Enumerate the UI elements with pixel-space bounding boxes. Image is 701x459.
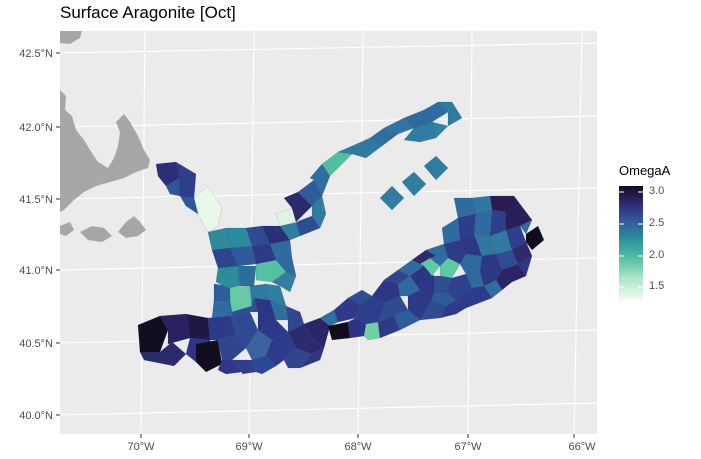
y-tick-label: 40.0°N [19,410,53,422]
legend-label: 1.5 [649,280,665,292]
map-title: Surface Aragonite [Oct] [60,3,236,22]
x-tick-label: 67°W [454,441,482,453]
axis-ticks [56,52,575,438]
x-tick-label: 70°W [127,441,155,453]
island-small [60,222,74,236]
y-tick-label: 40.5°N [19,338,53,350]
marthas-vineyard [80,226,112,242]
y-tick-label: 42.5°N [19,48,53,60]
nantucket [118,216,146,238]
legend-label: 3.0 [649,185,665,197]
x-tick-label: 66°W [568,441,596,453]
land-mass [60,31,150,242]
y-tick-label: 41.5°N [19,194,53,206]
y-tick-label: 42.0°N [19,122,53,134]
legend-colorbar [619,186,643,300]
mainland-coast [60,31,82,44]
cape-cod [60,90,150,212]
legend-label: 2.5 [649,217,665,229]
x-tick-label: 69°W [235,441,263,453]
x-tick-label: 68°W [344,441,372,453]
legend-title: OmegaA [619,163,671,178]
y-tick-label: 41.0°N [19,265,53,277]
omega-cells [137,101,545,375]
legend-label: 2.0 [649,249,665,261]
